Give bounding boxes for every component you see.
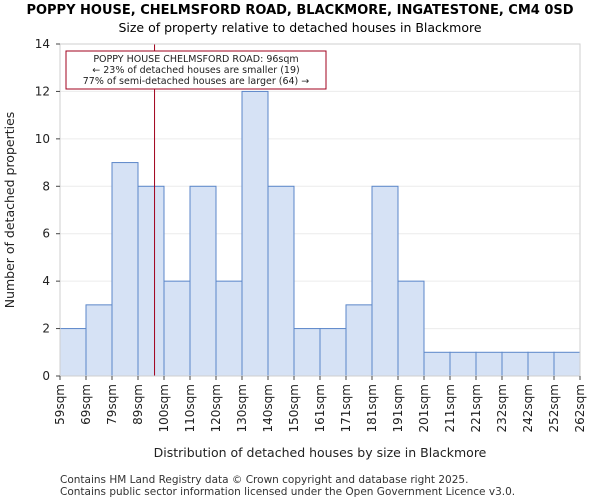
histogram-bar (59, 328, 87, 377)
histogram-bar (345, 304, 373, 377)
x-tick-label: 79sqm (105, 384, 119, 425)
histogram-bar (397, 280, 425, 377)
y-tick-label: 2 (42, 322, 50, 336)
x-tick-label: 262sqm (573, 384, 587, 432)
histogram-bar (85, 304, 113, 377)
y-tick-label: 10 (35, 132, 50, 146)
x-tick-label: 191sqm (391, 384, 405, 432)
x-tick-label: 59sqm (53, 384, 67, 425)
x-tick-label: 221sqm (469, 384, 483, 432)
y-tick-label: 8 (42, 179, 50, 193)
x-tick-label: 89sqm (131, 384, 145, 425)
footer-line-1: Contains HM Land Registry data © Crown c… (60, 474, 468, 486)
x-tick-label: 110sqm (183, 384, 197, 432)
x-tick-label: 150sqm (287, 384, 301, 432)
y-axis-ticks: 0 2 4 6 8 10 12 14 (35, 37, 60, 383)
histogram-bar (111, 162, 139, 377)
bars-group (59, 90, 581, 377)
histogram-bar (553, 351, 581, 377)
histogram-bar (267, 185, 295, 377)
histogram-bar (423, 351, 451, 377)
x-tick-label: 171sqm (339, 384, 353, 432)
chart-subtitle: Size of property relative to detached ho… (118, 20, 481, 35)
histogram-bar (501, 351, 529, 377)
histogram-bar (449, 351, 477, 377)
y-tick-label: 14 (35, 37, 50, 51)
histogram-bar (241, 90, 269, 377)
histogram-bar (163, 280, 191, 377)
annotation-line-3: 77% of semi-detached houses are larger (… (83, 76, 310, 87)
histogram-bar (475, 351, 503, 377)
footer-line-2: Contains public sector information licen… (60, 486, 515, 498)
x-tick-label: 232sqm (495, 384, 509, 432)
histogram-bar (371, 185, 399, 377)
x-tick-label: 130sqm (235, 384, 249, 432)
x-tick-label: 181sqm (365, 384, 379, 432)
x-tick-label: 100sqm (157, 384, 171, 432)
annotation-box: POPPY HOUSE CHELMSFORD ROAD: 96sqm ← 23%… (65, 50, 327, 90)
y-tick-label: 12 (35, 84, 50, 98)
annotation-line-2: ← 23% of detached houses are smaller (19… (92, 65, 299, 76)
histogram-bar (293, 328, 321, 377)
x-tick-label: 140sqm (261, 384, 275, 432)
x-tick-label: 252sqm (547, 384, 561, 432)
x-axis-label: Distribution of detached houses by size … (154, 445, 487, 460)
histogram-bar (319, 328, 347, 377)
y-tick-label: 6 (42, 227, 50, 241)
x-tick-label: 201sqm (417, 384, 431, 432)
x-tick-label: 69sqm (79, 384, 93, 425)
x-tick-label: 120sqm (209, 384, 223, 432)
x-tick-label: 242sqm (521, 384, 535, 432)
x-tick-label: 161sqm (313, 384, 327, 432)
y-tick-label: 0 (42, 369, 50, 383)
x-tick-label: 211sqm (443, 384, 457, 432)
annotation-line-1: POPPY HOUSE CHELMSFORD ROAD: 96sqm (93, 54, 298, 65)
y-tick-label: 4 (42, 274, 50, 288)
chart-title: POPPY HOUSE, CHELMSFORD ROAD, BLACKMORE,… (26, 3, 573, 18)
histogram-bar (189, 185, 217, 377)
histogram-bar (527, 351, 555, 377)
histogram-bar (215, 280, 243, 377)
y-axis-label: Number of detached properties (2, 112, 17, 309)
histogram-bar (137, 185, 165, 377)
x-axis-ticks: 59sqm 69sqm 79sqm 89sqm 100sqm 110sqm 120sqm 13… (53, 376, 587, 432)
